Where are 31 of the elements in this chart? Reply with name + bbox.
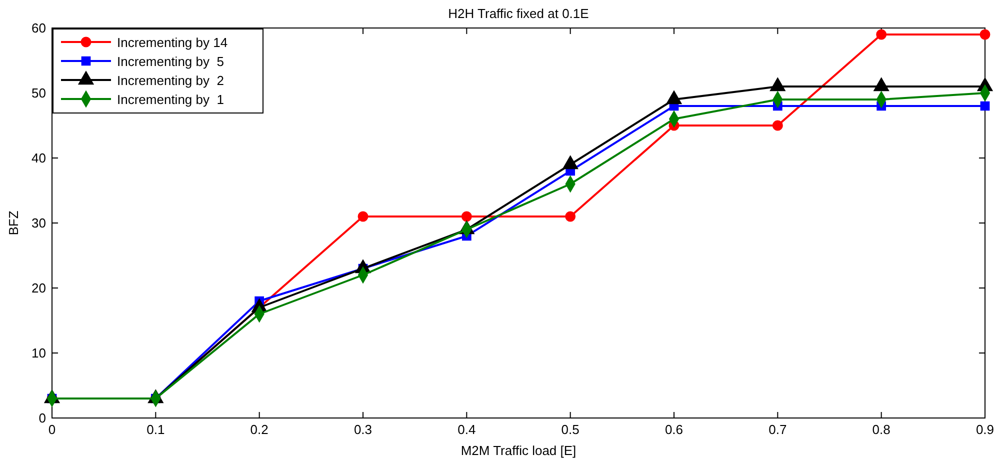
legend-label: Incrementing by 1: [117, 92, 224, 107]
y-tick-label: 60: [32, 20, 46, 36]
x-axis-title: M2M Traffic load [E]: [460, 443, 576, 458]
x-tick-label: 0: [48, 422, 56, 437]
x-tick-label: 0.1: [146, 422, 165, 437]
x-tick-label: 0.3: [354, 422, 372, 437]
y-tick-label: 50: [32, 86, 46, 100]
y-tick-label: 40: [32, 150, 46, 166]
y-tick-label: 10: [32, 346, 46, 360]
point: [358, 211, 368, 222]
x-tick-label: 0.9: [976, 422, 994, 437]
x-tick-label: 0.7: [768, 422, 787, 437]
x-tick-label: 0.8: [872, 422, 890, 437]
point: [980, 101, 990, 111]
x-tick-label: 0.2: [250, 422, 268, 437]
point: [980, 29, 990, 40]
legend-label: Incrementing by 2: [117, 73, 224, 88]
x-tick-label: 0.5: [561, 422, 580, 437]
point: [461, 211, 472, 222]
point: [565, 211, 576, 222]
y-tick-label: 30: [32, 216, 46, 230]
point: [876, 29, 887, 40]
x-tick-label: 0.4: [458, 422, 476, 437]
legend-label: Incrementing by 14: [117, 35, 228, 50]
y-tick-label: 20: [32, 280, 46, 296]
x-tick-label: 0.6: [664, 422, 684, 437]
point: [772, 120, 783, 131]
y-tick-label: 0: [38, 410, 46, 426]
legend-label: Incrementing by 5: [117, 54, 224, 69]
y-axis-title: BFZ: [6, 210, 21, 236]
chart-title: H2H Traffic fixed at 0.1E: [448, 6, 590, 21]
